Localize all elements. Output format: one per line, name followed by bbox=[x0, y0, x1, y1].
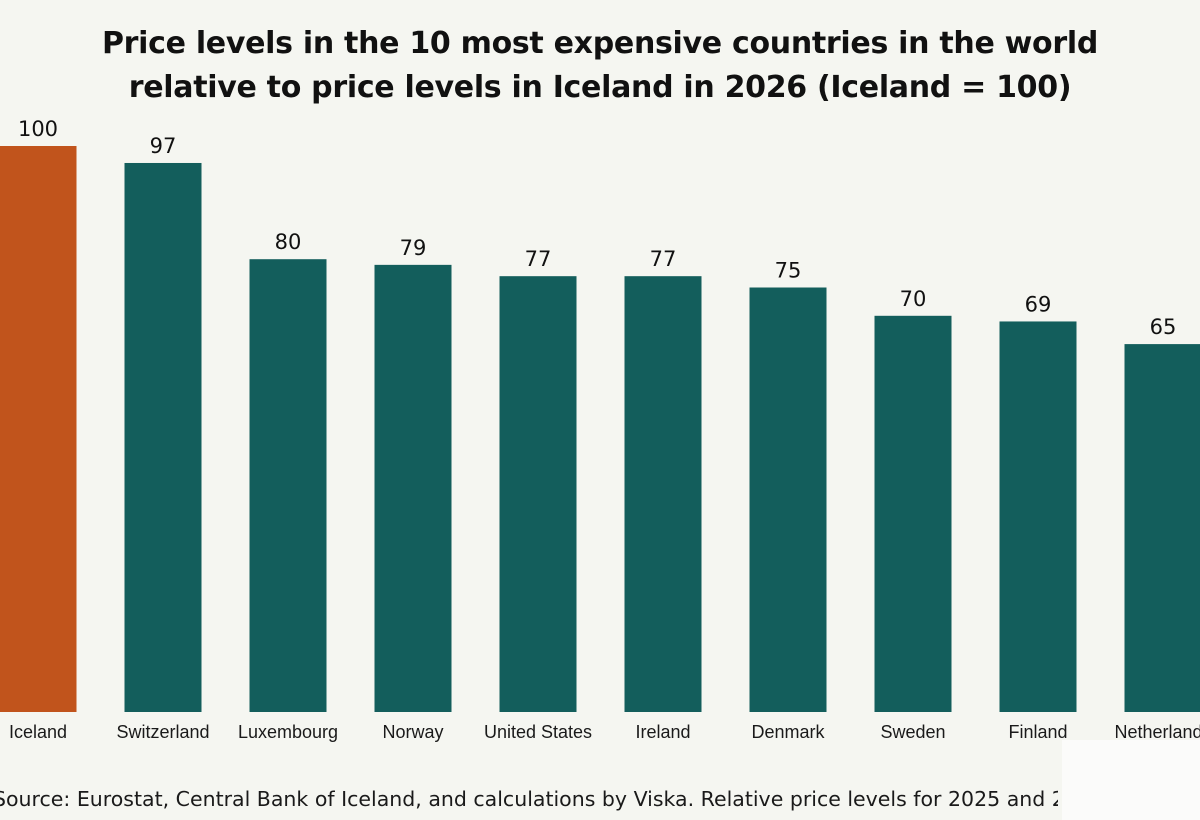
value-label-united-states: 77 bbox=[525, 247, 552, 271]
value-label-iceland: 100 bbox=[18, 117, 58, 141]
corner-patch bbox=[1062, 740, 1200, 820]
category-label-iceland: Iceland bbox=[9, 722, 67, 742]
category-label-denmark: Denmark bbox=[751, 722, 825, 742]
bar-united-states bbox=[499, 276, 577, 712]
value-label-ireland: 77 bbox=[650, 247, 677, 271]
value-label-luxembourg: 80 bbox=[275, 230, 302, 254]
bar-sweden bbox=[874, 315, 952, 712]
value-label-finland: 69 bbox=[1025, 292, 1052, 316]
chart-title-line-1: Price levels in the 10 most expensive co… bbox=[101, 26, 1099, 61]
value-label-sweden: 70 bbox=[900, 287, 927, 311]
bar-switzerland bbox=[124, 162, 202, 713]
category-label-netherlands: Netherlands bbox=[1114, 722, 1200, 742]
value-label-norway: 79 bbox=[400, 236, 427, 260]
chart-title: Price levels in the 10 most expensive co… bbox=[0, 22, 1200, 110]
category-label-finland: Finland bbox=[1008, 722, 1067, 742]
bar-ireland bbox=[624, 276, 702, 712]
bar-chart: 100 Iceland 97 Switzerland 80 Luxembourg 79 Nor… bbox=[0, 117, 1200, 742]
category-label-switzerland: Switzerland bbox=[116, 722, 209, 742]
bar-iceland bbox=[0, 146, 77, 712]
category-label-united-states: United States bbox=[484, 722, 592, 742]
category-label-ireland: Ireland bbox=[635, 722, 690, 742]
value-label-denmark: 75 bbox=[775, 259, 802, 283]
bar-norway bbox=[374, 264, 452, 712]
source-note: Source: Eurostat, Central Bank of Icelan… bbox=[0, 787, 1058, 811]
value-label-switzerland: 97 bbox=[150, 134, 177, 158]
bar-luxembourg bbox=[249, 259, 327, 712]
value-label-netherlands: 65 bbox=[1150, 315, 1177, 339]
bar-denmark bbox=[749, 287, 827, 712]
category-label-luxembourg: Luxembourg bbox=[238, 722, 338, 742]
bar-finland bbox=[999, 321, 1077, 712]
chart-title-line-2: relative to price levels in Iceland in 2… bbox=[128, 70, 1072, 105]
category-label-sweden: Sweden bbox=[880, 722, 945, 742]
bar-netherlands bbox=[1124, 344, 1200, 712]
category-label-norway: Norway bbox=[382, 722, 443, 742]
